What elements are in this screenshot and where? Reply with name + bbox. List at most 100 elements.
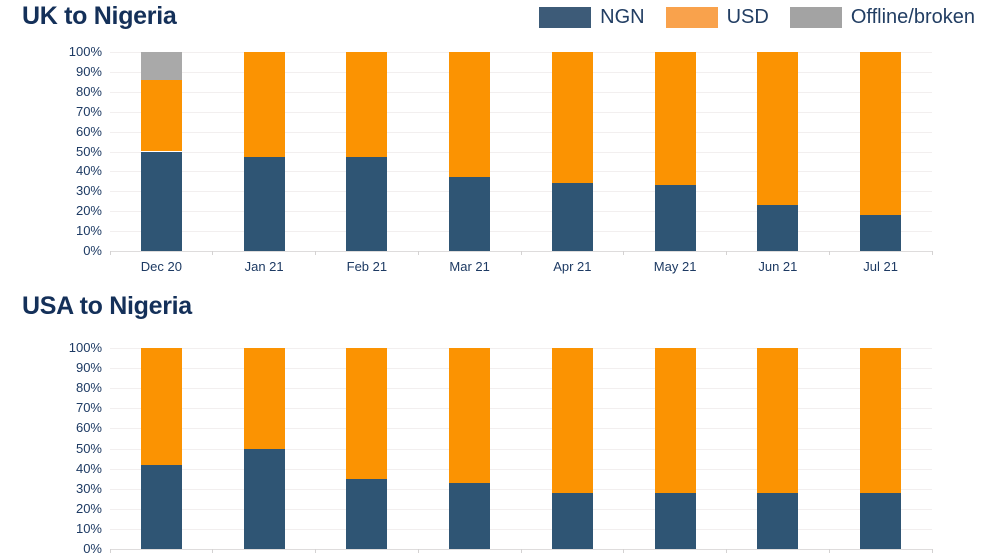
bar-segment-ngn-mar-21	[449, 177, 491, 251]
legend-label-usd: USD	[726, 6, 769, 28]
grid-line-90%	[110, 368, 932, 370]
grid-line-60%	[110, 131, 932, 133]
y-axis-label-30%: 30%	[75, 480, 102, 496]
bar-segment-ngn-feb-21	[346, 478, 388, 549]
bar-segment-ngn-jul-21	[860, 215, 902, 251]
grid-line-20%	[110, 211, 932, 213]
y-axis-label-60%: 60%	[75, 123, 102, 139]
y-axis-label-30%: 30%	[75, 183, 102, 199]
y-axis-label-90%: 90%	[75, 63, 102, 79]
grid-line-100%	[110, 52, 932, 53]
legend-item-usd: USD	[665, 6, 769, 29]
bar-segment-ngn-jul-21	[860, 492, 902, 549]
bar-segment-usd-dec-20	[140, 79, 182, 152]
x-axis-tick	[623, 549, 625, 553]
bar-segment-ngn-feb-21	[346, 157, 388, 251]
bar-segment-usd-may-21	[654, 348, 696, 493]
x-axis-label-mar-21: Mar 21	[449, 259, 490, 274]
legend-label-offline-broken: Offline/broken	[850, 6, 975, 28]
usd-swatch-icon	[665, 7, 718, 28]
grid-line-70%	[110, 408, 932, 410]
y-axis-label-80%: 80%	[75, 83, 102, 99]
bar-segment-usd-may-21	[654, 52, 696, 186]
grid-line-20%	[110, 508, 932, 510]
chart-title-uk-to-nigeria: UK to Nigeria	[22, 2, 177, 30]
x-axis-tick	[726, 251, 727, 255]
bar-segment-ngn-may-21	[654, 492, 696, 549]
x-axis-tick	[212, 251, 214, 255]
grid-line-50%	[110, 448, 932, 450]
y-axis-label-70%: 70%	[75, 400, 102, 416]
chart-legend: NGN USD Offline/broken	[539, 6, 975, 29]
bar-segment-usd-dec-20	[140, 348, 182, 465]
bar-segment-usd-feb-21	[346, 52, 388, 158]
y-axis-label-40%: 40%	[75, 163, 102, 179]
x-axis-tick	[931, 549, 933, 553]
grid-line-80%	[110, 388, 932, 390]
y-axis-label-10%: 10%	[75, 223, 102, 239]
y-axis-label-50%: 50%	[75, 440, 102, 456]
bar-segment-ngn-apr-21	[551, 492, 593, 549]
x-axis-tick	[828, 549, 830, 553]
x-axis-label-feb-21: Feb 21	[346, 259, 388, 274]
y-axis-label-10%: 10%	[75, 520, 102, 536]
grid-line-60%	[110, 428, 932, 430]
grid-line-50%	[110, 151, 932, 153]
bar-segment-usd-apr-21	[551, 52, 593, 184]
bar-segment-usd-feb-21	[346, 348, 388, 479]
x-axis-tick	[520, 549, 522, 553]
bar-segment-ngn-dec-20	[140, 464, 182, 549]
ngn-swatch-icon	[539, 7, 592, 28]
bar-segment-usd-mar-21	[449, 52, 491, 178]
x-axis-tick	[417, 549, 419, 553]
x-axis-tick	[212, 549, 214, 553]
y-axis-label-60%: 60%	[75, 420, 102, 436]
bar-segment-usd-jul-21	[860, 52, 902, 216]
y-axis-label-70%: 70%	[75, 103, 102, 119]
bar-segment-ngn-may-21	[654, 185, 696, 251]
y-axis-label-40%: 40%	[75, 460, 102, 476]
legend-item-ngn: NGN	[539, 6, 645, 29]
x-axis-label-jul-21: Jul 21	[863, 259, 898, 274]
y-axis-label-100%: 100%	[68, 340, 102, 355]
x-axis-tick	[520, 251, 522, 255]
bar-segment-usd-mar-21	[449, 348, 491, 483]
y-axis-label-20%: 20%	[75, 203, 102, 219]
y-axis-label-50%: 50%	[75, 143, 102, 159]
bar-segment-ngn-jun-21	[757, 205, 799, 251]
y-axis-label-0%: 0%	[83, 541, 102, 554]
y-axis-label-90%: 90%	[75, 360, 102, 376]
chart-title-usa-to-nigeria: USA to Nigeria	[22, 292, 192, 320]
bar-segment-offline-broken-dec-20	[140, 52, 182, 80]
bar-segment-ngn-jan-21	[243, 448, 285, 549]
x-axis-tick	[828, 251, 830, 255]
grid-line-30%	[110, 488, 932, 490]
grid-line-80%	[110, 91, 932, 93]
x-axis-tick	[315, 549, 316, 553]
x-axis-tick	[315, 251, 316, 255]
bar-segment-usd-jan-21	[243, 348, 285, 449]
grid-line-10%	[110, 528, 932, 530]
bar-segment-ngn-jun-21	[757, 492, 799, 549]
y-axis-label-0%: 0%	[83, 243, 102, 258]
x-axis-tick	[109, 549, 111, 553]
x-axis-tick	[726, 549, 727, 553]
x-axis-label-may-21: May 21	[653, 259, 697, 274]
bar-segment-usd-apr-21	[551, 348, 593, 493]
bar-segment-ngn-dec-20	[140, 151, 182, 251]
bar-segment-usd-jun-21	[757, 348, 799, 493]
x-axis-tick	[623, 251, 625, 255]
bar-segment-ngn-mar-21	[449, 482, 491, 549]
bar-segment-ngn-jan-21	[243, 157, 285, 251]
y-axis-label-20%: 20%	[75, 500, 102, 516]
grid-line-40%	[110, 468, 932, 470]
legend-label-ngn: NGN	[600, 6, 645, 28]
bar-segment-ngn-apr-21	[551, 183, 593, 251]
x-axis-tick	[109, 251, 111, 255]
x-axis-tick	[417, 251, 419, 255]
y-axis-label-80%: 80%	[75, 380, 102, 396]
bar-segment-usd-jun-21	[757, 52, 799, 206]
